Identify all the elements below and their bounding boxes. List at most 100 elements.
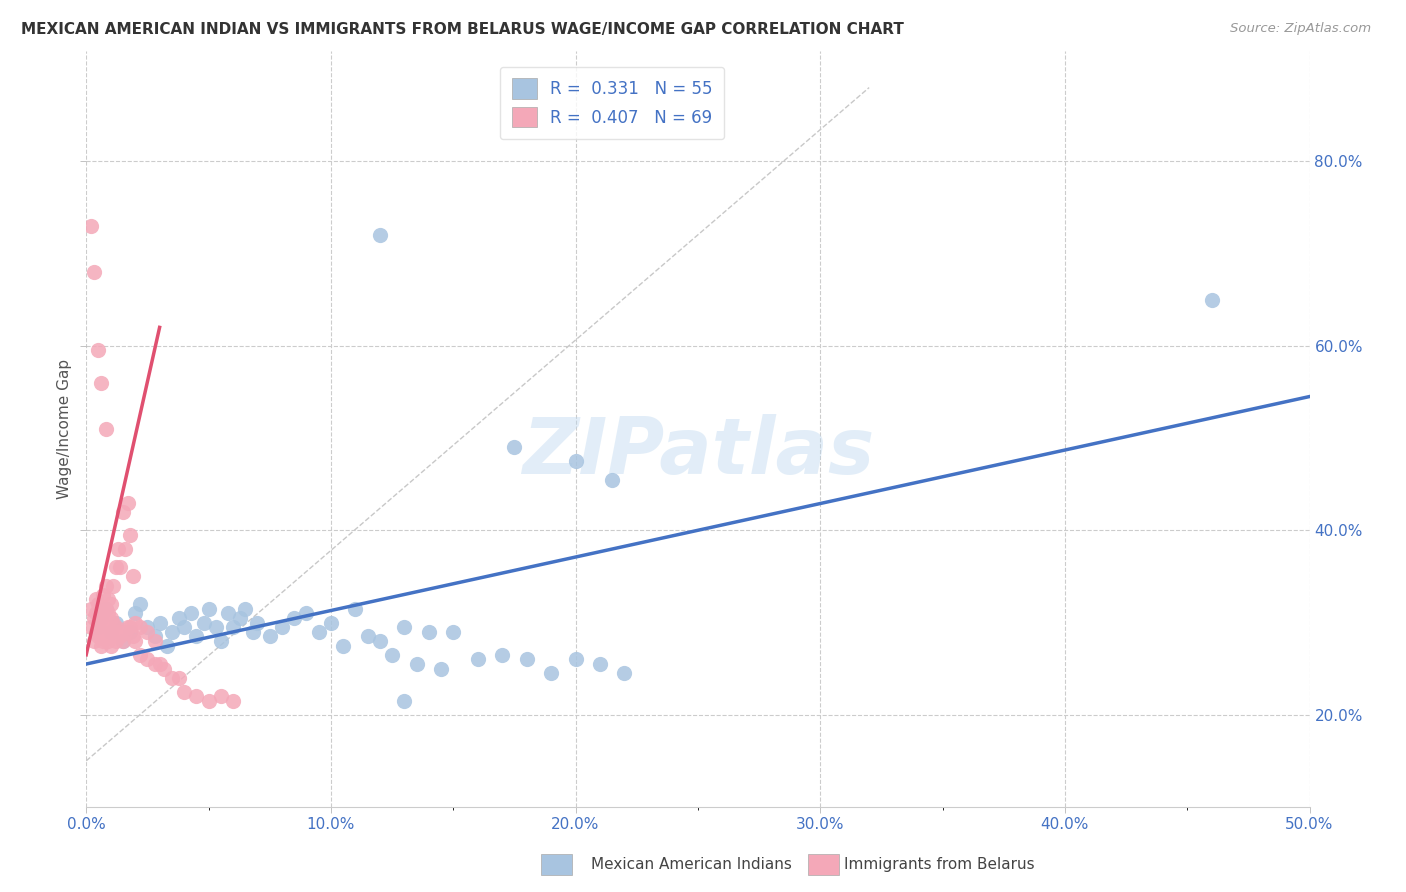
- Point: [97, 620, 120, 634]
- Point: [83, 265, 105, 279]
- Text: ZIPatlas: ZIPatlas: [522, 414, 875, 490]
- Point: [295, 607, 318, 621]
- Point: [94, 422, 117, 436]
- Point: [111, 634, 134, 648]
- Point: [124, 615, 146, 630]
- Point: [173, 620, 195, 634]
- Point: [186, 690, 208, 704]
- Point: [467, 652, 489, 666]
- Point: [91, 601, 114, 615]
- Point: [344, 601, 367, 615]
- Point: [180, 607, 202, 621]
- Text: Immigrants from Belarus: Immigrants from Belarus: [844, 857, 1035, 872]
- Text: Mexican American Indians: Mexican American Indians: [591, 857, 792, 872]
- Point: [120, 528, 142, 542]
- Point: [381, 648, 404, 662]
- Point: [136, 652, 159, 666]
- Point: [90, 607, 112, 621]
- Point: [110, 560, 132, 574]
- Point: [100, 611, 122, 625]
- Point: [100, 624, 122, 639]
- Point: [156, 639, 179, 653]
- Point: [91, 588, 114, 602]
- Point: [143, 657, 166, 671]
- Point: [111, 634, 134, 648]
- Point: [104, 620, 127, 634]
- Point: [80, 601, 103, 615]
- Point: [101, 629, 124, 643]
- Point: [173, 684, 195, 698]
- Point: [121, 629, 143, 643]
- Point: [242, 624, 264, 639]
- Point: [233, 601, 256, 615]
- Text: Source: ZipAtlas.com: Source: ZipAtlas.com: [1230, 22, 1371, 36]
- Point: [430, 662, 453, 676]
- Point: [222, 620, 245, 634]
- Point: [90, 611, 112, 625]
- Point: [136, 620, 159, 634]
- Point: [124, 607, 146, 621]
- Point: [120, 624, 142, 639]
- Point: [441, 624, 464, 639]
- Point: [503, 440, 526, 454]
- Point: [209, 634, 232, 648]
- Point: [205, 620, 228, 634]
- Point: [87, 620, 110, 634]
- Point: [94, 615, 117, 630]
- Point: [124, 634, 146, 648]
- Point: [107, 541, 129, 556]
- Point: [97, 607, 120, 621]
- Point: [160, 624, 183, 639]
- Point: [1201, 293, 1223, 307]
- Point: [83, 634, 105, 648]
- Point: [100, 597, 122, 611]
- Point: [100, 624, 122, 639]
- Point: [84, 592, 107, 607]
- Point: [101, 579, 124, 593]
- Point: [87, 629, 110, 643]
- Point: [97, 634, 120, 648]
- Point: [91, 620, 114, 634]
- Legend: R =  0.331   N = 55, R =  0.407   N = 69: R = 0.331 N = 55, R = 0.407 N = 69: [501, 67, 724, 139]
- Point: [80, 219, 103, 233]
- Point: [90, 376, 112, 390]
- Point: [84, 624, 107, 639]
- Point: [111, 505, 134, 519]
- Point: [418, 624, 440, 639]
- Point: [271, 620, 294, 634]
- Point: [97, 592, 120, 607]
- Point: [197, 694, 219, 708]
- Point: [136, 624, 159, 639]
- Point: [283, 611, 305, 625]
- Point: [491, 648, 513, 662]
- Point: [83, 611, 105, 625]
- Point: [217, 607, 239, 621]
- Point: [94, 579, 117, 593]
- Point: [90, 639, 112, 653]
- Point: [368, 634, 391, 648]
- Text: MEXICAN AMERICAN INDIAN VS IMMIGRANTS FROM BELARUS WAGE/INCOME GAP CORRELATION C: MEXICAN AMERICAN INDIAN VS IMMIGRANTS FR…: [21, 22, 904, 37]
- Point: [405, 657, 427, 671]
- Point: [129, 620, 152, 634]
- Point: [94, 601, 117, 615]
- Point: [129, 648, 152, 662]
- Point: [516, 652, 538, 666]
- Point: [80, 620, 103, 634]
- Point: [186, 629, 208, 643]
- Point: [589, 657, 612, 671]
- Point: [87, 615, 110, 630]
- Point: [209, 690, 232, 704]
- Point: [600, 473, 623, 487]
- Point: [229, 611, 252, 625]
- Point: [394, 620, 416, 634]
- Point: [193, 615, 215, 630]
- Point: [87, 597, 110, 611]
- Point: [120, 620, 142, 634]
- Point: [319, 615, 342, 630]
- Point: [356, 629, 378, 643]
- Point: [332, 639, 354, 653]
- Point: [110, 629, 132, 643]
- Point: [129, 597, 152, 611]
- Point: [94, 601, 117, 615]
- Y-axis label: Wage/Income Gap: Wage/Income Gap: [58, 359, 72, 499]
